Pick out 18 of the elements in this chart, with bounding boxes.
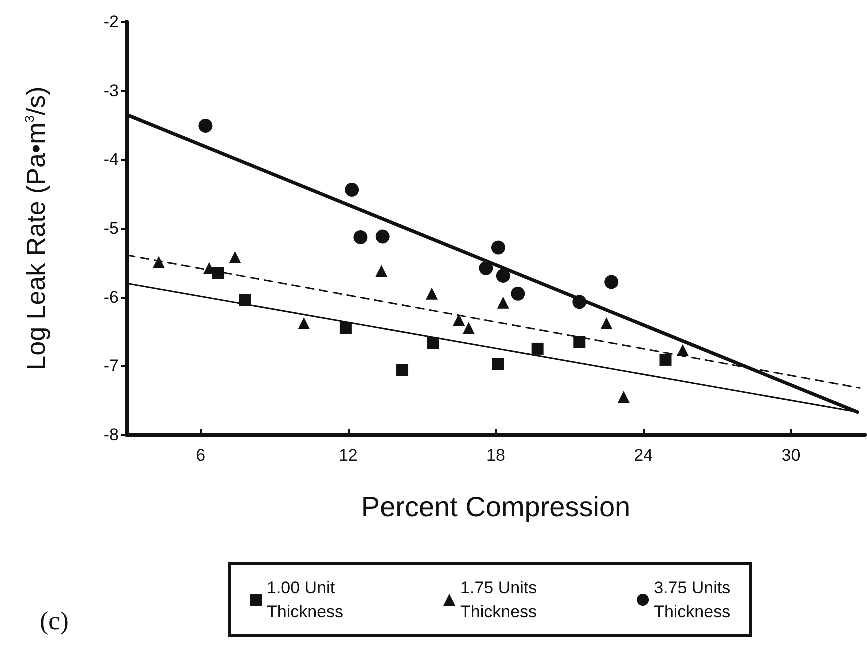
legend-label: 1.75 Units Thickness (460, 578, 538, 622)
x-tick-label: 24 (634, 446, 654, 465)
y-tick-label: -7 (104, 356, 119, 376)
y-tick-label: -3 (104, 81, 119, 100)
y-tick-label: -4 (104, 150, 119, 170)
x-tick-label: 12 (338, 446, 358, 465)
x-tick-label: 18 (486, 446, 506, 465)
y-axis-title: Log Leak Rate (Pa•m3/s) (21, 86, 51, 370)
x-axis-title: Percent Compression (361, 492, 631, 522)
y-tick-label: -8 (104, 426, 119, 444)
y-tick-label: -6 (104, 288, 119, 307)
x-tick-label: 30 (782, 446, 801, 465)
y-tick-label: -2 (104, 12, 119, 32)
legend-label: 3.75 Units Thickness (654, 578, 731, 622)
y-tick-label: -5 (104, 219, 119, 238)
legend-label: 1.00 Unit Thickness (267, 578, 344, 622)
x-tick-label: 6 (196, 446, 206, 465)
text: (c) (40, 606, 69, 636)
